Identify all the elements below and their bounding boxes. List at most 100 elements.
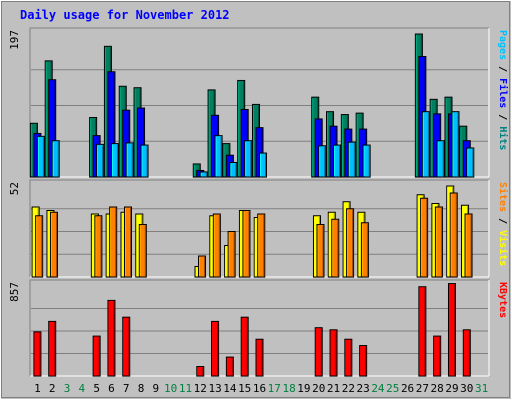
bar-body bbox=[451, 111, 460, 178]
x-label-day-22: 22 bbox=[342, 382, 355, 395]
bar-body bbox=[316, 224, 325, 278]
bar-body bbox=[362, 144, 371, 178]
bar-kbytes-kbytes-2 bbox=[48, 320, 57, 377]
bar-hits-files-6 bbox=[107, 71, 116, 178]
bar-kbytes-kbytes-5 bbox=[92, 335, 101, 377]
x-label-day-30: 30 bbox=[460, 382, 473, 395]
bar-body bbox=[229, 161, 238, 178]
bar-body bbox=[436, 140, 445, 178]
bar-hits-pages-23 bbox=[362, 144, 371, 178]
bar-body bbox=[420, 197, 429, 278]
bar-visits-sites-30 bbox=[464, 213, 473, 278]
bar-visits-sites-28 bbox=[434, 206, 443, 278]
bar-body bbox=[199, 171, 208, 178]
bar-visits-sites-6 bbox=[109, 206, 118, 278]
bar-body bbox=[198, 255, 207, 278]
bar-body bbox=[33, 331, 42, 377]
bar-hits-pages-15 bbox=[244, 140, 253, 178]
bar-visits-sites-27 bbox=[420, 197, 429, 278]
legend-part: Visits bbox=[497, 230, 509, 266]
bar-body bbox=[123, 206, 132, 278]
bar-body bbox=[36, 135, 45, 178]
bar-body bbox=[466, 147, 475, 178]
bar-body bbox=[360, 222, 369, 278]
bar-body bbox=[214, 135, 223, 178]
bar-body bbox=[331, 218, 340, 278]
bar-body bbox=[259, 152, 267, 178]
bar-visits-sites-29 bbox=[449, 192, 458, 278]
bar-body bbox=[225, 356, 234, 377]
bar-kbytes-kbytes-16 bbox=[255, 338, 264, 377]
bar-kbytes-kbytes-29 bbox=[447, 283, 456, 377]
x-label-day-8: 8 bbox=[138, 382, 145, 395]
bar-body bbox=[464, 213, 473, 278]
panel-hits-ymax-label: 197 bbox=[8, 30, 21, 50]
x-label-day-25: 25 bbox=[386, 382, 399, 395]
bar-hits-pages-20 bbox=[318, 145, 327, 178]
bar-hits-pages-13 bbox=[214, 135, 223, 178]
x-label-day-4: 4 bbox=[79, 382, 86, 395]
bar-hits-pages-8 bbox=[140, 144, 149, 178]
bar-kbytes-kbytes-30 bbox=[462, 329, 471, 377]
bar-body bbox=[462, 329, 471, 377]
x-axis-labels: 1 2 3 4 5 6 7 8 9 10 11 12 13 14 15 16 17 18 19 20 21 22 23 24 2… bbox=[34, 382, 488, 395]
x-label-day-2: 2 bbox=[49, 382, 56, 395]
bar-kbytes-kbytes-7 bbox=[122, 316, 131, 377]
legend-part: Pages bbox=[497, 30, 508, 60]
bar-visits-sites-1 bbox=[35, 215, 44, 278]
x-label-day-10: 10 bbox=[164, 382, 177, 395]
x-label-day-28: 28 bbox=[431, 382, 444, 395]
bar-body bbox=[138, 224, 147, 278]
bar-visits-sites-12 bbox=[198, 255, 207, 278]
x-label-day-9: 9 bbox=[153, 382, 160, 395]
bar-body bbox=[211, 320, 220, 377]
bar-visits-sites-2 bbox=[49, 211, 58, 278]
x-label-day-20: 20 bbox=[312, 382, 325, 395]
bar-kbytes-kbytes-22 bbox=[344, 338, 353, 377]
x-label-day-24: 24 bbox=[371, 382, 385, 395]
x-label-day-26: 26 bbox=[401, 382, 414, 395]
bar-body bbox=[92, 335, 101, 377]
bar-body bbox=[257, 213, 266, 278]
bar-body bbox=[49, 211, 58, 278]
legend-part: Hits bbox=[497, 126, 509, 150]
bar-visits-sites-23 bbox=[360, 222, 369, 278]
bar-body bbox=[212, 213, 221, 278]
x-label-day-13: 13 bbox=[208, 382, 221, 395]
bar-kbytes-kbytes-12 bbox=[196, 366, 205, 377]
bar-hits-pages-14 bbox=[229, 161, 238, 178]
x-label-day-16: 16 bbox=[253, 382, 266, 395]
bar-body bbox=[240, 316, 249, 377]
legend-part: / bbox=[497, 108, 508, 126]
bar-body bbox=[242, 210, 251, 278]
x-label-day-6: 6 bbox=[108, 382, 115, 395]
bar-hits-pages-21 bbox=[333, 144, 342, 178]
panel-visits: 52 Sites / Visits bbox=[8, 179, 509, 278]
x-label-day-15: 15 bbox=[238, 382, 251, 395]
bar-kbytes-kbytes-15 bbox=[240, 316, 249, 377]
bar-body bbox=[125, 142, 134, 178]
bar-kbytes-kbytes-28 bbox=[433, 335, 442, 377]
x-label-day-23: 23 bbox=[357, 382, 370, 395]
bar-body bbox=[227, 231, 236, 278]
x-label-day-31: 31 bbox=[475, 382, 488, 395]
chart-title: Daily usage for November 2012 bbox=[20, 8, 230, 22]
bar-hits-pages-28 bbox=[436, 140, 445, 178]
bar-visits-sites-15 bbox=[242, 210, 251, 278]
bar-kbytes-kbytes-14 bbox=[225, 356, 234, 377]
panel-kbytes-ymax-label: 857 bbox=[8, 282, 21, 302]
bar-body bbox=[333, 144, 342, 178]
panels-group: 197 Pages / Files / Hits 52 Sites / Visits 8… bbox=[8, 27, 509, 377]
x-label-day-29: 29 bbox=[445, 382, 458, 395]
bar-body bbox=[344, 338, 353, 377]
bar-hits-pages-22 bbox=[347, 141, 356, 178]
bar-body bbox=[421, 111, 430, 178]
bar-hits-pages-29 bbox=[451, 111, 460, 178]
bar-visits-sites-20 bbox=[316, 224, 325, 278]
bar-body bbox=[434, 206, 443, 278]
bar-body bbox=[48, 320, 57, 377]
x-label-day-21: 21 bbox=[327, 382, 340, 395]
legend-part: Sites bbox=[497, 182, 509, 212]
